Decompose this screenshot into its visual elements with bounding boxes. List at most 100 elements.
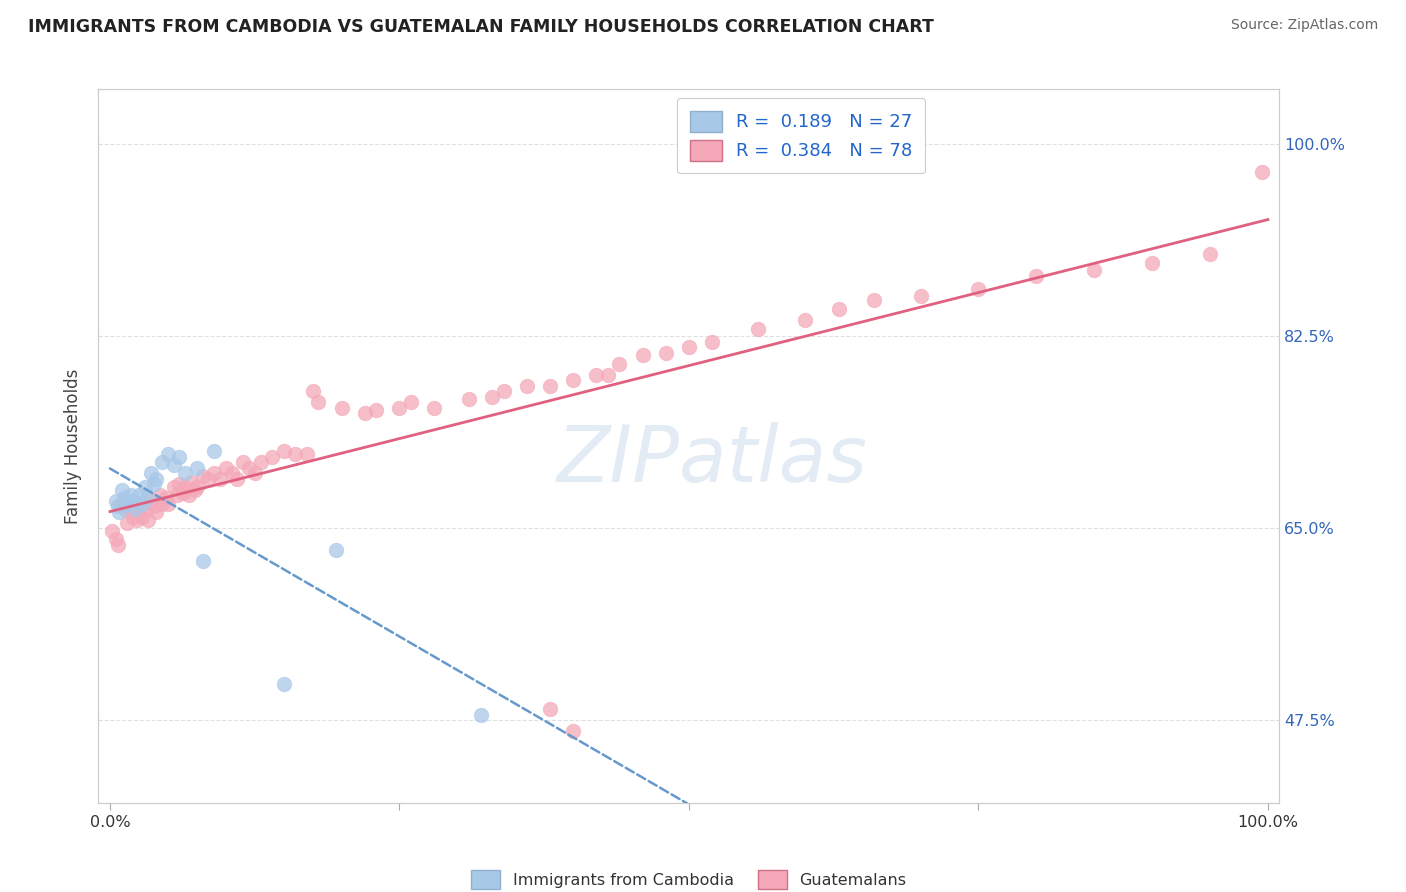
- Point: [139, 494, 162, 508]
- Point: [631, 348, 654, 362]
- Point: [470, 708, 492, 723]
- Point: [163, 480, 186, 494]
- Point: [186, 461, 208, 475]
- Point: [399, 395, 422, 409]
- Point: [307, 395, 329, 409]
- Point: [516, 378, 538, 392]
- Point: [145, 505, 167, 519]
- Point: [117, 497, 139, 511]
- Point: [678, 340, 700, 354]
- Point: [353, 406, 375, 420]
- Point: [609, 357, 631, 371]
- Point: [562, 373, 585, 387]
- Point: [562, 724, 585, 739]
- Point: [366, 402, 388, 417]
- Point: [747, 321, 769, 335]
- Text: IMMIGRANTS FROM CAMBODIA VS GUATEMALAN FAMILY HOUSEHOLDS CORRELATION CHART: IMMIGRANTS FROM CAMBODIA VS GUATEMALAN F…: [28, 18, 934, 36]
- Point: [163, 458, 186, 472]
- Point: [238, 461, 260, 475]
- Point: [458, 392, 481, 406]
- Point: [174, 480, 197, 494]
- Point: [166, 488, 188, 502]
- Point: [700, 334, 723, 349]
- Point: [1251, 164, 1274, 178]
- Point: [145, 472, 167, 486]
- Point: [1025, 268, 1047, 283]
- Point: [226, 472, 249, 486]
- Point: [120, 501, 142, 516]
- Point: [107, 500, 129, 514]
- Point: [112, 491, 135, 505]
- Point: [1083, 263, 1105, 277]
- Point: [143, 500, 166, 514]
- Point: [388, 401, 411, 415]
- Point: [301, 384, 323, 398]
- Point: [492, 384, 515, 398]
- Point: [128, 505, 150, 519]
- Point: [177, 488, 200, 502]
- Point: [149, 488, 172, 502]
- Point: [114, 501, 136, 516]
- Point: [202, 444, 225, 458]
- Point: [1140, 255, 1163, 269]
- Point: [655, 345, 678, 359]
- Point: [423, 401, 446, 415]
- Point: [172, 486, 194, 500]
- Point: [143, 477, 166, 491]
- Point: [156, 497, 179, 511]
- Point: [325, 543, 347, 558]
- Point: [107, 538, 129, 552]
- Point: [117, 516, 139, 530]
- Point: [122, 510, 145, 524]
- Text: Source: ZipAtlas.com: Source: ZipAtlas.com: [1230, 18, 1378, 32]
- Point: [202, 467, 225, 481]
- Y-axis label: Family Households: Family Households: [65, 368, 83, 524]
- Point: [191, 468, 214, 483]
- Point: [249, 455, 271, 469]
- Point: [208, 472, 231, 486]
- Point: [793, 312, 815, 326]
- Point: [183, 483, 205, 497]
- Point: [481, 390, 503, 404]
- Point: [295, 447, 318, 461]
- Point: [150, 497, 173, 511]
- Point: [136, 512, 159, 526]
- Point: [169, 477, 191, 491]
- Point: [110, 497, 132, 511]
- Point: [136, 491, 159, 505]
- Point: [150, 455, 173, 469]
- Point: [273, 444, 295, 458]
- Point: [124, 501, 146, 516]
- Point: [186, 480, 208, 494]
- Point: [131, 497, 153, 511]
- Point: [232, 455, 254, 469]
- Point: [169, 450, 191, 464]
- Point: [125, 512, 148, 526]
- Point: [1199, 247, 1222, 261]
- Point: [284, 447, 307, 461]
- Point: [174, 467, 197, 481]
- Point: [104, 533, 127, 547]
- Point: [122, 494, 145, 508]
- Point: [967, 282, 990, 296]
- Point: [134, 480, 156, 494]
- Point: [128, 488, 150, 502]
- Point: [863, 293, 886, 307]
- Point: [101, 524, 124, 538]
- Point: [262, 450, 284, 464]
- Point: [155, 491, 177, 505]
- Point: [215, 461, 238, 475]
- Point: [910, 288, 932, 302]
- Point: [273, 677, 295, 691]
- Point: [131, 510, 153, 524]
- Point: [120, 488, 142, 502]
- Point: [108, 505, 131, 519]
- Point: [596, 368, 619, 382]
- Point: [197, 472, 219, 486]
- Point: [538, 702, 561, 716]
- Point: [330, 401, 353, 415]
- Point: [191, 554, 214, 568]
- Point: [139, 467, 162, 481]
- Point: [110, 483, 132, 497]
- Point: [134, 501, 156, 516]
